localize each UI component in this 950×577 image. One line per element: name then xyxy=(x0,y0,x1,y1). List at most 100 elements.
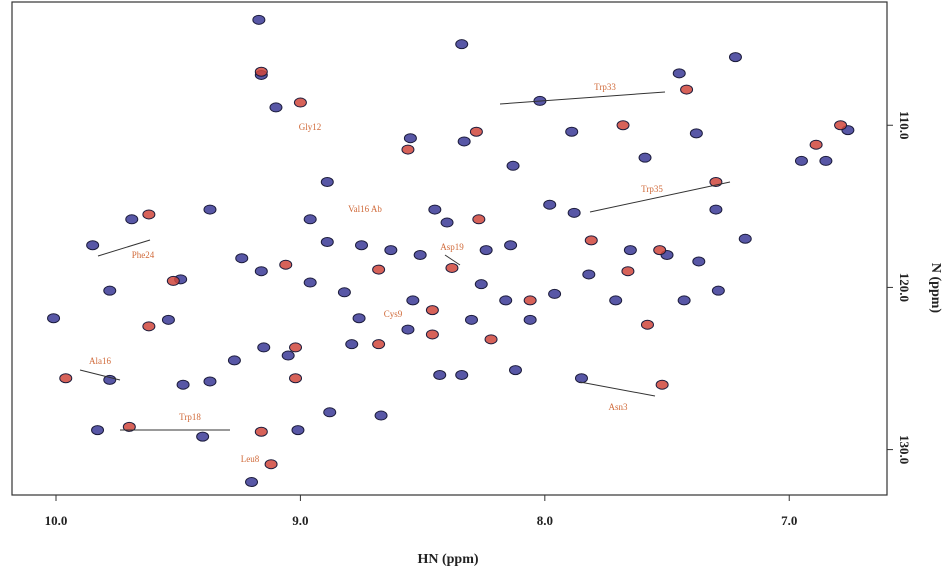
peak xyxy=(425,305,439,316)
peak xyxy=(372,339,386,350)
peak xyxy=(655,379,669,390)
annotation: Asp19 xyxy=(440,242,464,252)
peak xyxy=(176,379,190,390)
peak xyxy=(574,373,588,384)
peak xyxy=(245,477,259,488)
peak xyxy=(345,339,359,350)
peak xyxy=(196,431,210,442)
peak xyxy=(445,262,459,273)
peak xyxy=(289,342,303,353)
y-tick-label: 130.0 xyxy=(897,435,912,464)
peak xyxy=(47,313,61,324)
peak xyxy=(834,120,848,131)
peak xyxy=(254,66,268,77)
peak xyxy=(323,407,337,418)
x-axis-label: HN (ppm) xyxy=(417,552,478,567)
peak xyxy=(677,295,691,306)
peak xyxy=(103,285,117,296)
peak xyxy=(425,329,439,340)
peak xyxy=(227,355,241,366)
peak xyxy=(543,199,557,210)
peak xyxy=(711,285,725,296)
peak xyxy=(166,275,180,286)
peak xyxy=(680,84,694,95)
peak xyxy=(252,14,266,25)
peak xyxy=(125,214,139,225)
annotation: Trp18 xyxy=(179,412,201,422)
peak xyxy=(582,269,596,280)
peak xyxy=(640,319,654,330)
annotation-leader xyxy=(589,181,731,213)
peak xyxy=(264,459,278,470)
peak xyxy=(565,126,579,137)
peak xyxy=(819,155,833,166)
annotation-leader xyxy=(499,91,666,105)
peak xyxy=(692,256,706,267)
peak xyxy=(254,426,268,437)
peak xyxy=(142,321,156,332)
peak xyxy=(122,421,136,432)
annotation: Ala16 xyxy=(89,356,111,366)
peak xyxy=(653,245,667,256)
annotation: Trp35 xyxy=(641,184,663,194)
plot-frame xyxy=(11,1,888,496)
peak xyxy=(455,369,469,380)
peak xyxy=(440,217,454,228)
peak xyxy=(401,144,415,155)
peak xyxy=(384,245,398,256)
peak xyxy=(337,287,351,298)
peak xyxy=(709,204,723,215)
peak xyxy=(508,365,522,376)
peak xyxy=(352,313,366,324)
peak xyxy=(91,425,105,436)
annotation: Asn3 xyxy=(608,402,628,412)
peak xyxy=(638,152,652,163)
x-tick-label: 10.0 xyxy=(45,513,68,528)
peak xyxy=(257,342,271,353)
peak xyxy=(794,155,808,166)
annotation: Leu8 xyxy=(241,454,260,464)
peak xyxy=(235,253,249,264)
peak xyxy=(567,207,581,218)
peak xyxy=(403,133,417,144)
y-axis-label: N (ppm) xyxy=(928,263,943,314)
peak xyxy=(254,266,268,277)
peak xyxy=(479,245,493,256)
peak xyxy=(689,128,703,139)
peak xyxy=(103,374,117,385)
peak xyxy=(809,139,823,150)
peak xyxy=(303,214,317,225)
peak xyxy=(621,266,635,277)
peak xyxy=(728,52,742,63)
peak xyxy=(428,204,442,215)
peak xyxy=(293,97,307,108)
peak xyxy=(616,120,630,131)
peak xyxy=(269,102,283,113)
peak xyxy=(289,373,303,384)
peak xyxy=(203,204,217,215)
peak xyxy=(374,410,388,421)
peak xyxy=(291,425,305,436)
peak xyxy=(303,277,317,288)
peak xyxy=(548,288,562,299)
peak xyxy=(738,233,752,244)
peak xyxy=(504,240,518,251)
peak xyxy=(401,324,415,335)
peak xyxy=(457,136,471,147)
peak xyxy=(281,350,295,361)
peak xyxy=(484,334,498,345)
annotation: Gly12 xyxy=(299,122,322,132)
peak xyxy=(203,376,217,387)
annotation: Cys9 xyxy=(384,309,403,319)
y-tick-label: 110.0 xyxy=(897,111,912,140)
annotation-leader xyxy=(97,239,151,257)
peak xyxy=(320,177,334,188)
peak xyxy=(433,369,447,380)
peak xyxy=(623,245,637,256)
peak xyxy=(161,314,175,325)
peak xyxy=(464,314,478,325)
peak xyxy=(86,240,100,251)
annotation: Trp33 xyxy=(594,82,616,92)
peak xyxy=(584,235,598,246)
